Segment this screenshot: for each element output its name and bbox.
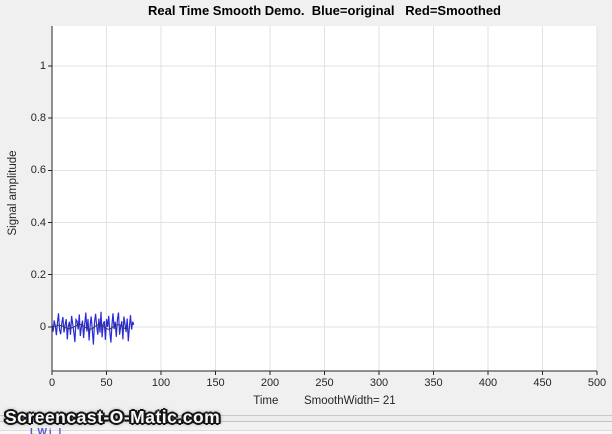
window-bottom-edge: [0, 415, 612, 422]
chart-title: Real Time Smooth Demo. Blue=original Red…: [148, 3, 501, 18]
y-axis-label: Signal amplitude: [7, 150, 19, 236]
x-axis-label: Time SmoothWidth= 21: [253, 395, 396, 407]
screencast-o-matic-watermark: Screencast-O-Matic.com: [5, 407, 221, 427]
series-smoothed-line: [51, 324, 129, 330]
y-tick-label: 0: [39, 320, 46, 333]
x-tick-label: 400: [478, 377, 498, 389]
x-tick-label: 100: [151, 377, 171, 389]
y-tick-label: 1: [39, 59, 46, 72]
clipped-text-fragment: LWi l: [30, 428, 64, 434]
x-tick-label: 50: [100, 377, 113, 389]
series-original-line: [51, 311, 135, 345]
bottom-window-strip: LWi l: [0, 422, 612, 434]
y-tick-label: 0.4: [30, 216, 46, 229]
y-tick-label: 0.2: [30, 268, 46, 281]
x-tick-label: 300: [369, 377, 389, 389]
x-tick-label: 450: [533, 377, 552, 389]
x-tick-label: 500: [587, 377, 607, 389]
y-tick-label: 0.8: [30, 112, 46, 125]
x-tick-label: 350: [424, 377, 443, 389]
x-tick-label: 150: [206, 377, 225, 389]
x-tick-label: 0: [48, 377, 56, 389]
bottom-window-strip-inner: [0, 430, 612, 434]
x-tick-label: 250: [315, 377, 334, 389]
y-tick-label: 0.6: [30, 164, 46, 177]
x-tick-label: 200: [260, 377, 280, 389]
